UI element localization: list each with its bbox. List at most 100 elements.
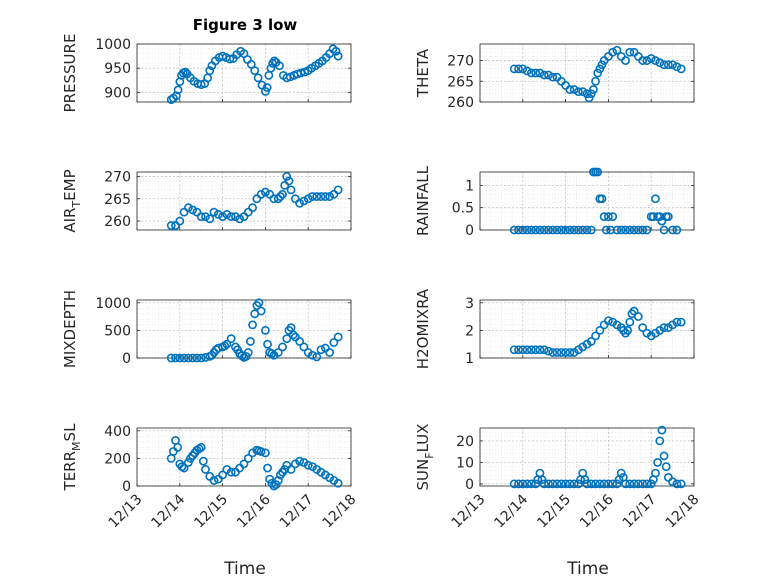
data-point	[518, 479, 528, 489]
y-tick-label: 0.5	[452, 201, 474, 217]
data-point	[333, 478, 343, 488]
data-point	[544, 479, 553, 489]
data-point	[333, 332, 343, 342]
y-tick-label: 0	[465, 477, 474, 493]
data-point	[222, 209, 232, 219]
figure-title: Figure 3 low	[193, 16, 298, 34]
x-tick-label: 12/14	[148, 491, 188, 531]
y-axis-label: MIXDEPTH	[61, 290, 79, 368]
data-point	[225, 54, 235, 64]
data-point	[638, 56, 648, 65]
data-point	[578, 225, 588, 235]
data-point	[531, 345, 541, 355]
data-point	[518, 225, 528, 235]
data-point	[526, 68, 536, 78]
data-point	[518, 64, 528, 74]
data-point	[514, 479, 523, 489]
data-point	[601, 225, 611, 235]
data-point	[213, 209, 223, 219]
data-point	[183, 353, 193, 363]
y-tick-label: 260	[104, 214, 131, 230]
data-point	[537, 475, 547, 484]
data-point	[548, 225, 558, 235]
x-tick-label: 12/17	[620, 492, 660, 532]
y-tick-label: 0	[465, 223, 474, 239]
data-point	[266, 63, 276, 73]
data-point	[565, 85, 575, 94]
data-point	[608, 479, 618, 489]
data-point	[672, 479, 682, 489]
data-point	[333, 185, 343, 195]
data-point	[623, 325, 633, 335]
data-point	[239, 459, 249, 469]
data-point	[248, 203, 257, 213]
data-point	[514, 225, 523, 235]
data-point	[582, 479, 592, 489]
data-point	[284, 176, 294, 186]
data-point	[312, 352, 322, 362]
x-tick-label: 12/13	[449, 492, 489, 532]
data-point	[226, 334, 236, 344]
data-point	[522, 225, 532, 235]
y-axis-label: PRESSURE	[61, 34, 79, 113]
data-point	[552, 225, 562, 235]
subplot-1: 900 950 1000 PRESSURE	[61, 34, 352, 113]
data-point	[509, 345, 519, 355]
data-point	[264, 71, 274, 80]
x-tick-label: 12/18	[663, 492, 703, 532]
axes-box	[479, 171, 695, 231]
y-tick-label: 3	[465, 296, 474, 312]
data-point	[209, 207, 219, 217]
data-point	[621, 225, 630, 235]
y-tick-label: 400	[104, 424, 131, 440]
data-point	[331, 46, 341, 56]
data-point	[633, 225, 643, 235]
data-point	[676, 317, 686, 327]
data-point	[526, 345, 536, 355]
data-point	[548, 479, 558, 489]
data-point	[246, 337, 255, 346]
y-tick-label: 500	[104, 323, 131, 339]
data-point	[604, 212, 613, 222]
y-axis-label: H2OMIXRA	[414, 288, 432, 369]
data-point	[509, 479, 519, 489]
data-point	[175, 216, 185, 226]
data-point	[256, 447, 266, 456]
data-point	[535, 225, 545, 235]
data-point	[188, 205, 198, 215]
data-point	[188, 353, 198, 363]
data-point	[651, 468, 660, 478]
data-point	[616, 225, 626, 235]
data-point	[574, 225, 583, 235]
data-point	[565, 225, 575, 235]
y-tick-label: 200	[104, 451, 131, 467]
data-point	[243, 55, 252, 64]
data-point	[226, 212, 236, 222]
data-point	[655, 436, 665, 446]
data-point	[638, 225, 648, 235]
data-point	[218, 212, 227, 222]
data-point	[574, 479, 583, 489]
y-tick-label: 1000	[95, 37, 131, 53]
axes-box	[136, 43, 352, 103]
data-point	[535, 345, 545, 355]
x-tick-label: 12/18	[320, 492, 360, 532]
data-point	[316, 192, 326, 201]
data-point	[295, 337, 305, 346]
data-point	[171, 91, 181, 101]
y-axis-label: RAINFALL	[414, 165, 432, 236]
data-point	[633, 312, 643, 321]
data-point	[642, 225, 652, 235]
axes-box	[136, 171, 352, 231]
axes-box	[136, 299, 352, 359]
data-point	[173, 442, 183, 452]
data-point	[282, 172, 292, 181]
data-point	[213, 474, 223, 484]
data-point	[235, 463, 245, 473]
data-point	[565, 348, 575, 357]
data-point	[201, 465, 210, 474]
data-point	[552, 348, 562, 357]
x-tick-label: 12/15	[534, 492, 574, 532]
data-point	[586, 479, 596, 489]
subplot-3: 260 265 270 AIRTEMP	[61, 169, 352, 233]
